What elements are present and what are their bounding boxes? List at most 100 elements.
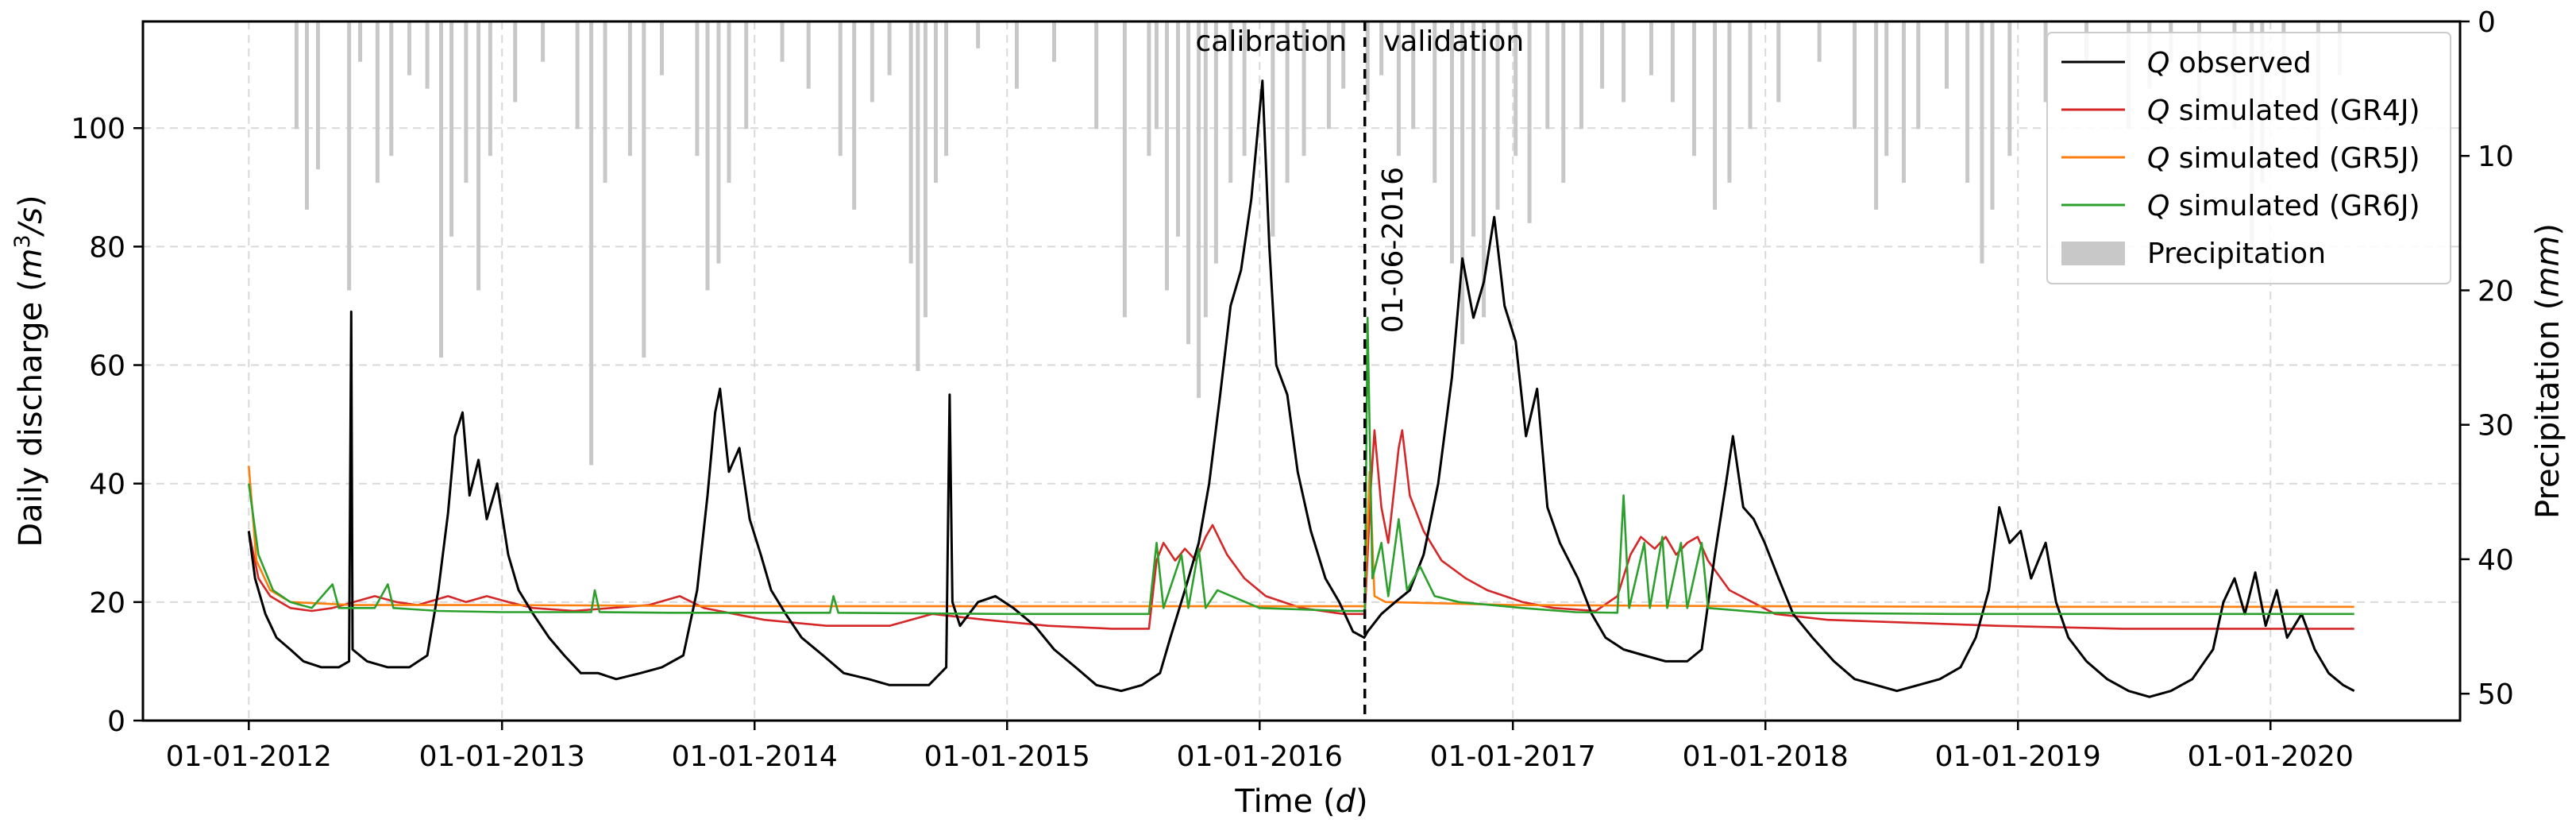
y2-axis-label: Precipitation (mm) — [2530, 223, 2566, 519]
series-line-q-simulated-gr4j — [248, 429, 2354, 630]
precipitation-bar — [1365, 21, 1370, 102]
precipitation-bar — [1965, 21, 1970, 184]
precipitation-bar — [1874, 21, 1879, 210]
legend-label-gr4j: Q simulated (GR4J) — [2147, 95, 2420, 127]
precipitation-bar — [1186, 21, 1191, 345]
precipitation-bar — [1776, 21, 1781, 102]
legend-label-precipitation: Precipitation — [2147, 238, 2326, 270]
legend: Q observed Q simulated (GR4J) Q simulate… — [2046, 32, 2451, 284]
precipitation-bar — [1944, 21, 1949, 89]
legend-label-q-observed: Q observed — [2147, 47, 2312, 79]
precipitation-bar — [1301, 21, 1306, 157]
precipitation-bar — [716, 21, 721, 264]
precipitation-bar — [1271, 21, 1275, 237]
precipitation-bar — [1990, 21, 1995, 210]
y2-tick-label: 0 — [2478, 6, 2496, 39]
precipitation-bar — [1884, 21, 1889, 157]
precipitation-bar — [1285, 21, 1290, 184]
precipitation-bar — [347, 21, 352, 291]
precipitation-bar — [1094, 21, 1099, 129]
precipitation-bar — [476, 21, 481, 291]
precipitation-bar — [575, 21, 580, 129]
y2-tick-label: 40 — [2478, 544, 2514, 577]
y-tick-label: 40 — [89, 469, 125, 501]
precipitation-bar — [389, 21, 394, 157]
precipitation-bar — [589, 21, 594, 466]
legend-entry-gr5j: Q simulated (GR5J) — [2061, 142, 2420, 175]
legend-label-gr6j: Q simulated (GR6J) — [2147, 190, 2420, 222]
y2-tick-label: 50 — [2478, 678, 2514, 711]
precipitation-bar — [1600, 21, 1605, 89]
x-tick-label: 01-01-2018 — [1683, 740, 1849, 773]
precipitation-bar — [1433, 21, 1437, 184]
precipitation-bar — [2007, 21, 2012, 157]
validation-label: validation — [1383, 25, 1524, 58]
calibration-label: calibration — [1195, 25, 1347, 58]
y-tick-label: 100 — [71, 113, 125, 145]
precipitation-bar — [513, 21, 518, 102]
split-date-label: 01-06-2016 — [1377, 167, 1409, 333]
precipitation-bar — [1817, 21, 1822, 62]
precipitation-bar — [1495, 21, 1500, 210]
precipitation-bar — [2043, 21, 2048, 102]
y-tick-label: 0 — [107, 705, 125, 738]
precipitation-bar — [1326, 21, 1331, 129]
precipitation-bar — [358, 21, 363, 62]
precipitation-bar — [1450, 21, 1455, 264]
precipitation-bar — [642, 21, 646, 358]
legend-entry-precipitation: Precipitation — [2061, 238, 2326, 270]
precipitation-bar — [870, 21, 874, 102]
precipitation-bar — [1197, 21, 1201, 398]
legend-swatch-precipitation — [2061, 242, 2125, 265]
x-tick-label: 01-01-2017 — [1430, 740, 1596, 773]
x-tick-label: 01-01-2015 — [924, 740, 1090, 773]
precipitation-bar — [1853, 21, 1857, 129]
precipitation-bar — [1147, 21, 1151, 157]
precipitation-bar — [1213, 21, 1218, 264]
precipitation-bar — [1379, 21, 1384, 75]
precipitation-bar — [1527, 21, 1532, 223]
precipitation-bar — [659, 21, 664, 75]
precipitation-bar — [1748, 21, 1753, 129]
precipitation-bar — [1561, 21, 1566, 184]
precipitation-bar — [449, 21, 454, 237]
plot-frame — [141, 20, 2462, 722]
y2-tick-label: 20 — [2478, 275, 2514, 307]
precipitation-bar — [1122, 21, 1127, 318]
precipitation-bar — [1242, 21, 1247, 157]
precipitation-bar — [1203, 21, 1208, 318]
discharge-series — [247, 79, 2355, 698]
precipitation-bar — [1916, 21, 1921, 129]
precipitation-bar — [464, 21, 469, 184]
series-line-q-simulated-gr6j — [248, 316, 2354, 616]
precipitation-bar — [425, 21, 430, 89]
x-tick-label: 01-01-2012 — [166, 740, 332, 773]
precipitation-bar — [407, 21, 411, 75]
precipitation-bar — [806, 21, 811, 89]
precipitation-bar — [294, 21, 299, 129]
precipitation-bar — [695, 21, 700, 157]
precipitation-bar — [439, 21, 444, 358]
axes: 01-01-2012 01-01-2013 01-01-2014 01-01-2015… — [71, 6, 2514, 773]
precipitation-bar — [934, 21, 939, 184]
precipitation-bar — [1980, 21, 1984, 264]
precipitation-bar — [603, 21, 607, 184]
y-tick-label: 60 — [89, 350, 125, 383]
x-tick-label: 01-01-2020 — [2188, 740, 2354, 773]
legend-entry-gr6j: Q simulated (GR6J) — [2061, 190, 2420, 222]
legend-box — [2046, 32, 2451, 284]
precipitation-bars — [294, 21, 2342, 466]
precipitation-bar — [887, 21, 892, 75]
precipitation-bar — [1154, 21, 1159, 129]
precipitation-bar — [1341, 21, 1346, 89]
precipitation-bar — [1579, 21, 1583, 129]
x-tick-label: 01-01-2019 — [1935, 740, 2101, 773]
precipitation-bar — [1649, 21, 1653, 75]
precipitation-bar — [1165, 21, 1170, 291]
precipitation-bar — [627, 21, 632, 157]
precipitation-bar — [838, 21, 843, 157]
precipitation-bar — [541, 21, 546, 62]
precipitation-bar — [1052, 21, 1057, 62]
precipitation-bar — [1411, 21, 1416, 129]
